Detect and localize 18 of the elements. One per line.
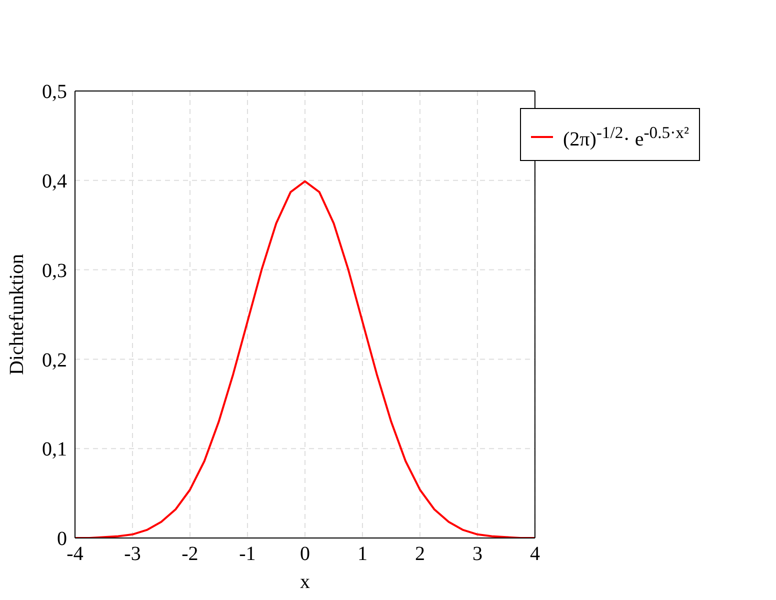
x-axis-title: x xyxy=(300,571,310,593)
x-tick-label: 3 xyxy=(472,543,482,566)
y-tick-label: 0,4 xyxy=(42,170,67,192)
x-tick-label: 4 xyxy=(530,543,540,566)
y-tick-label: 0,5 xyxy=(42,81,67,104)
y-tick-label: 0,3 xyxy=(42,260,67,282)
y-axis-title: Dichtefunktion xyxy=(6,254,28,376)
x-tick-label: -3 xyxy=(124,543,141,566)
y-tick-label: 0,1 xyxy=(42,438,67,461)
y-tick-label: 0 xyxy=(57,528,67,550)
x-tick-label: 1 xyxy=(357,543,368,566)
legend-label: (2π)$^{-1/2}$· e$^{-0.5·x²}$ xyxy=(562,123,689,152)
y-tick-label: 0,2 xyxy=(42,349,67,372)
x-tick-label: -4 xyxy=(66,543,84,566)
x-tick-label: 0 xyxy=(300,543,310,566)
x-tick-label: -1 xyxy=(239,543,256,566)
x-tick-label: 2 xyxy=(414,543,425,566)
x-tick-label: -2 xyxy=(182,543,198,566)
